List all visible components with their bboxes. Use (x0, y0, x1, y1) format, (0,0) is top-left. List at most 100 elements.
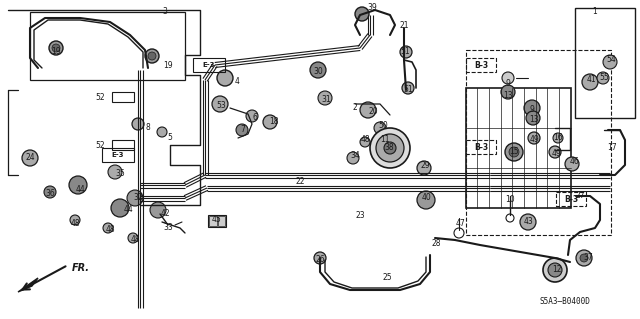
Text: 33: 33 (163, 224, 173, 233)
Circle shape (318, 91, 332, 105)
Text: 7: 7 (241, 125, 245, 135)
Circle shape (212, 96, 228, 112)
Text: 40: 40 (422, 194, 432, 203)
Circle shape (310, 62, 326, 78)
Circle shape (127, 190, 143, 206)
Circle shape (597, 72, 609, 84)
Text: 12: 12 (552, 265, 562, 275)
Text: 53: 53 (216, 101, 226, 110)
Text: 41: 41 (586, 76, 596, 85)
Text: 30: 30 (313, 68, 323, 77)
Circle shape (417, 161, 431, 175)
Text: 48: 48 (130, 235, 140, 244)
Circle shape (549, 146, 561, 158)
Circle shape (524, 100, 540, 116)
Text: B-3: B-3 (474, 143, 488, 152)
Circle shape (236, 124, 248, 136)
Text: 31: 31 (321, 95, 331, 105)
Circle shape (44, 186, 56, 198)
Text: S5A3–B0400D: S5A3–B0400D (540, 298, 591, 307)
Circle shape (501, 85, 515, 99)
Text: 37: 37 (583, 254, 593, 263)
Text: 42: 42 (160, 210, 170, 219)
Text: 24: 24 (25, 153, 35, 162)
Circle shape (145, 49, 159, 63)
Polygon shape (18, 278, 38, 292)
Text: 10: 10 (505, 196, 515, 204)
Text: 54: 54 (606, 56, 616, 64)
Text: 51: 51 (400, 48, 410, 56)
Text: 13: 13 (503, 92, 513, 100)
Text: 15: 15 (509, 147, 519, 157)
Circle shape (360, 102, 376, 118)
Circle shape (565, 157, 579, 171)
Text: 45: 45 (212, 216, 222, 225)
Bar (112, 92, 134, 102)
Circle shape (108, 165, 122, 179)
Text: B-3: B-3 (474, 61, 488, 70)
Bar (556, 192, 586, 206)
Bar (112, 140, 134, 150)
Text: 55: 55 (599, 73, 609, 83)
Circle shape (157, 127, 167, 137)
Circle shape (49, 41, 63, 55)
Circle shape (103, 223, 113, 233)
Text: 19: 19 (163, 62, 173, 70)
Text: 3: 3 (163, 8, 168, 17)
Circle shape (314, 252, 326, 264)
Text: 47: 47 (455, 219, 465, 228)
Circle shape (402, 82, 414, 94)
Circle shape (582, 74, 598, 90)
Text: 49: 49 (551, 150, 561, 159)
Text: 29: 29 (420, 161, 430, 170)
Circle shape (370, 128, 410, 168)
Circle shape (22, 150, 38, 166)
Circle shape (111, 199, 129, 217)
Bar (218, 216, 225, 226)
Text: 1: 1 (593, 8, 597, 17)
Circle shape (576, 250, 592, 266)
Circle shape (417, 191, 435, 209)
Circle shape (246, 110, 258, 122)
Circle shape (148, 52, 156, 60)
Text: B-3: B-3 (564, 195, 578, 204)
Text: 49: 49 (529, 136, 539, 145)
Bar (466, 50, 611, 235)
Text: 5: 5 (168, 133, 172, 143)
Circle shape (502, 72, 514, 84)
Circle shape (384, 142, 396, 154)
Text: 36: 36 (45, 189, 55, 198)
Bar (208, 215, 226, 227)
Text: 6: 6 (253, 114, 257, 122)
Bar (209, 216, 217, 226)
Bar (575, 8, 635, 118)
Circle shape (553, 133, 563, 143)
Circle shape (52, 44, 60, 52)
Circle shape (132, 118, 144, 130)
Circle shape (505, 143, 523, 161)
Circle shape (520, 214, 536, 230)
Circle shape (128, 233, 138, 243)
Text: 48: 48 (105, 226, 115, 234)
Text: 2: 2 (353, 103, 357, 113)
Circle shape (526, 111, 540, 125)
Circle shape (376, 135, 390, 149)
Text: 13: 13 (529, 115, 539, 124)
Text: 25: 25 (382, 273, 392, 283)
Text: E-3: E-3 (112, 152, 124, 158)
Text: 19: 19 (51, 48, 61, 56)
Circle shape (217, 70, 233, 86)
Circle shape (580, 254, 588, 262)
Text: 18: 18 (269, 117, 279, 127)
Circle shape (69, 176, 87, 194)
Text: 39: 39 (367, 4, 377, 12)
Circle shape (355, 7, 369, 21)
Circle shape (70, 215, 80, 225)
Text: 11: 11 (380, 136, 390, 145)
Text: 9: 9 (529, 106, 534, 115)
Circle shape (360, 137, 370, 147)
Text: 20: 20 (368, 108, 378, 116)
Text: E-3: E-3 (203, 62, 215, 68)
Bar (466, 58, 496, 72)
Circle shape (509, 147, 519, 157)
